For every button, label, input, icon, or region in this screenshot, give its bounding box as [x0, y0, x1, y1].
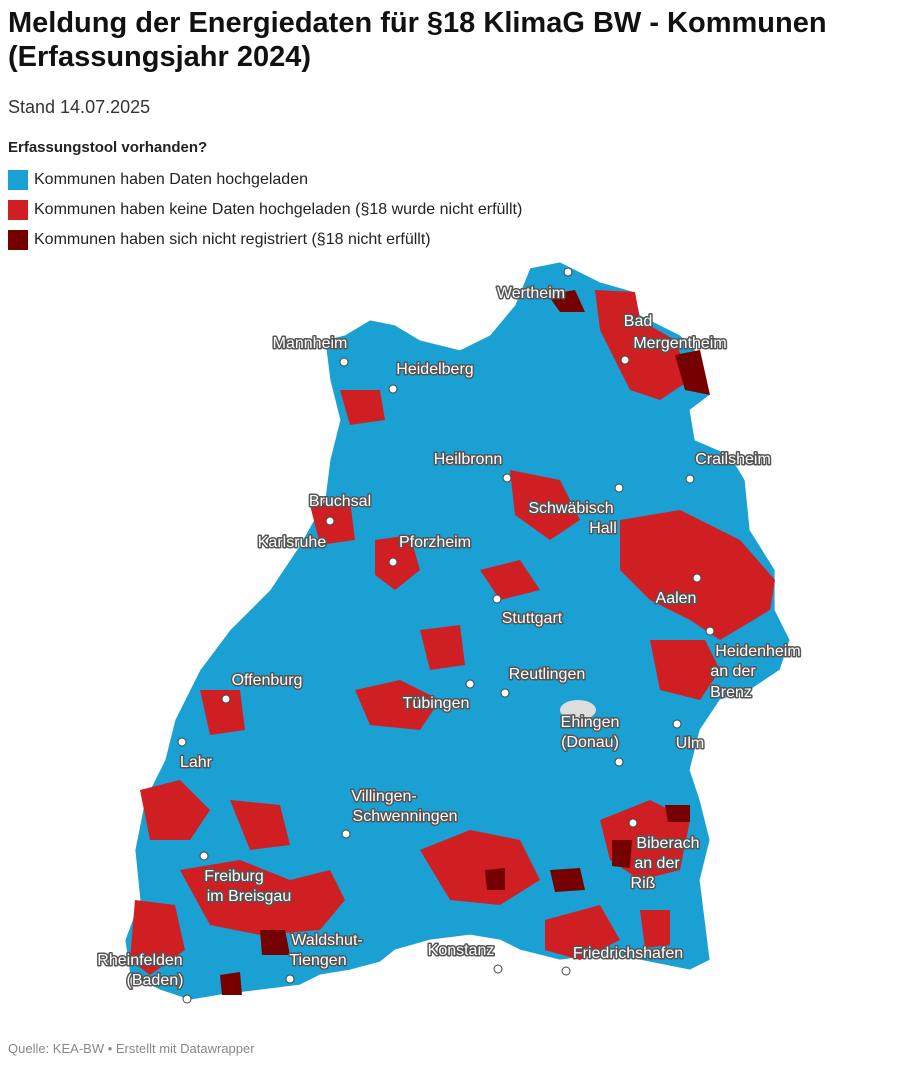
swatch	[8, 170, 28, 190]
city-label: Konstanz	[428, 942, 495, 959]
region	[612, 840, 632, 868]
region	[640, 910, 670, 948]
city-label: Heidenheim an der Brenz	[710, 643, 801, 701]
city-label: Wertheim	[497, 285, 565, 302]
region	[480, 560, 540, 600]
city-dot	[502, 473, 512, 483]
city-label: Crailsheim	[695, 451, 771, 468]
city-dot	[561, 966, 571, 976]
region	[355, 680, 440, 730]
city-dot	[563, 267, 573, 277]
city-label: Mannheim	[273, 335, 348, 352]
region	[220, 972, 242, 995]
city-dot	[199, 851, 209, 861]
region	[550, 868, 585, 892]
region	[420, 830, 540, 905]
region	[130, 900, 185, 975]
city-dot	[500, 688, 510, 698]
city-dot	[493, 964, 503, 974]
city-labels: Wertheim Bad Mergentheim Mannheim Heidelb…	[96, 284, 802, 991]
city-dot	[341, 829, 351, 839]
legend-title: Erfassungstool vorhanden?	[8, 139, 208, 156]
region	[340, 390, 385, 425]
city-label: Waldshut-Tiengen	[289, 932, 362, 969]
city-label: Heidelberg	[396, 361, 473, 378]
legend-item: Kommunen haben keine Daten hochgeladen (…	[8, 195, 522, 225]
source: Quelle: KEA-BW • Erstellt mit Datawrappe…	[8, 1041, 255, 1056]
region	[548, 290, 585, 312]
city-dot	[614, 757, 624, 767]
region	[140, 780, 210, 840]
legend-item: Kommunen haben sich nicht registriert (§…	[8, 225, 522, 255]
region	[180, 860, 345, 935]
city-label: Stuttgart	[502, 610, 563, 627]
city-dot	[672, 719, 682, 729]
city-label: Bad Mergentheim	[624, 313, 727, 352]
city-label: Schwäbisch Hall	[528, 500, 616, 537]
city-label: Heilbronn	[434, 451, 502, 468]
city-dot	[388, 384, 398, 394]
subtitle: Stand 14.07.2025	[8, 97, 151, 117]
city-label: Bruchsal	[309, 493, 371, 510]
swatch	[8, 200, 28, 220]
city-label: Friedrichshafen	[573, 945, 683, 962]
map: Wertheim Bad Mergentheim Mannheim Heidelb…	[96, 261, 802, 1004]
city-label: Offenburg	[232, 672, 303, 689]
region	[665, 805, 690, 822]
city-label: Rheinfelden (Baden)	[97, 952, 183, 989]
city-dot	[620, 355, 630, 365]
regions-dark	[220, 290, 710, 995]
city-label: Karlsruhe	[258, 534, 327, 551]
region	[650, 640, 720, 700]
city-dot	[685, 474, 695, 484]
city-dot	[388, 557, 398, 567]
city-dot	[492, 594, 502, 604]
city-label: Tübingen	[403, 695, 470, 712]
city-label: Villingen-Schwenningen	[351, 788, 457, 825]
region	[675, 350, 710, 395]
city-label: Ulm	[676, 735, 704, 752]
city-dot	[221, 694, 231, 704]
city-dot	[285, 974, 295, 984]
city-dot	[692, 573, 702, 583]
city-label: Freiburg im Breisgau	[204, 868, 291, 905]
region	[420, 625, 465, 670]
city-label: Reutlingen	[509, 666, 586, 683]
city-label: Lahr	[180, 754, 213, 771]
region	[230, 800, 290, 850]
region	[485, 868, 505, 890]
city-dots	[177, 267, 715, 1004]
legend-item: Kommunen haben Daten hochgeladen	[8, 165, 522, 195]
city-dot	[177, 737, 187, 747]
swatch	[8, 230, 28, 250]
legend: Kommunen haben Daten hochgeladen Kommune…	[8, 165, 522, 255]
legend-label: Kommunen haben Daten hochgeladen	[34, 171, 308, 188]
title: Meldung der Energiedaten für §18 KlimaG …	[8, 7, 827, 73]
city-dot	[614, 483, 624, 493]
lake	[560, 700, 596, 720]
city-label: Pforzheim	[399, 534, 471, 551]
city-dot	[325, 516, 335, 526]
region	[375, 535, 420, 590]
legend-label: Kommunen haben sich nicht registriert (§…	[34, 231, 431, 248]
region	[200, 690, 245, 735]
city-label: Biberach an der Riß	[631, 835, 700, 892]
city-dot	[465, 679, 475, 689]
city-dot	[705, 626, 715, 636]
region	[510, 470, 580, 540]
region	[545, 905, 620, 960]
city-dot	[628, 818, 638, 828]
region	[595, 290, 690, 400]
city-label: Ehingen (Donau)	[561, 714, 620, 751]
region	[260, 930, 290, 955]
city-label: Aalen	[656, 590, 697, 607]
city-dot	[182, 994, 192, 1004]
city-dot	[339, 357, 349, 367]
legend-label: Kommunen haben keine Daten hochgeladen (…	[34, 201, 523, 218]
